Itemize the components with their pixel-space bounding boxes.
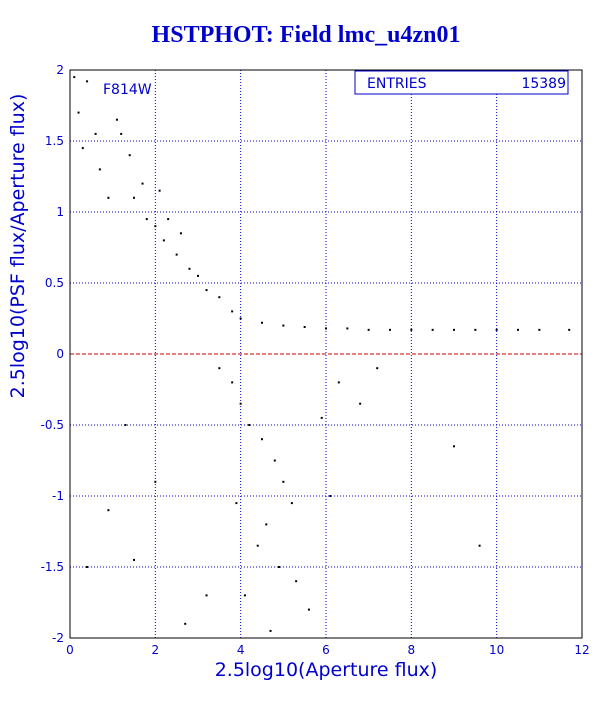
x-tick-label: 4: [237, 643, 245, 657]
data-point: [115, 118, 118, 121]
data-point: [431, 328, 434, 331]
data-point: [453, 328, 455, 331]
data-point: [73, 76, 76, 79]
filter-label: F814W: [103, 82, 152, 98]
data-point: [86, 566, 89, 568]
y-axis-title: 2.5log10(PSF flux/Aperture flux): [7, 94, 29, 399]
data-point: [158, 189, 161, 192]
data-point: [120, 132, 123, 135]
x-tick-label: 6: [322, 643, 330, 657]
x-axis-title: 2.5log10(Aperture flux): [215, 659, 438, 681]
x-tick-label: 2: [152, 643, 160, 657]
data-point: [307, 608, 310, 611]
data-point: [538, 328, 541, 331]
data-point: [273, 459, 276, 462]
data-point: [107, 196, 110, 199]
data-point: [86, 80, 89, 83]
data-point: [568, 328, 571, 331]
data-point: [239, 402, 242, 405]
data-points: [73, 76, 571, 632]
data-point: [410, 328, 413, 331]
data-point: [346, 327, 349, 330]
data-point: [197, 274, 199, 277]
data-point: [218, 367, 221, 370]
data-point: [179, 232, 182, 235]
data-point: [269, 629, 272, 632]
data-point: [367, 328, 370, 331]
y-tick-label: 0.5: [45, 276, 64, 290]
data-point: [231, 381, 234, 384]
data-point: [231, 310, 234, 313]
data-point: [376, 367, 379, 370]
data-point: [107, 509, 110, 512]
data-point: [124, 424, 127, 426]
data-point: [218, 296, 221, 299]
data-point: [145, 218, 148, 221]
data-point: [256, 544, 259, 547]
grid-lines: [70, 70, 582, 638]
data-point: [474, 328, 477, 331]
data-point: [320, 416, 323, 419]
data-point: [295, 580, 298, 583]
data-point: [141, 182, 144, 185]
stats-box: [354, 70, 569, 95]
data-point: [282, 480, 285, 483]
data-point: [167, 218, 170, 221]
data-point: [133, 558, 135, 561]
data-point: [94, 132, 97, 135]
data-point: [261, 321, 263, 324]
data-point: [303, 326, 306, 329]
data-point: [329, 495, 332, 497]
y-tick-label: 1.5: [45, 134, 64, 148]
data-point: [188, 267, 191, 270]
x-tick-label: 12: [574, 643, 589, 657]
data-point: [478, 544, 481, 547]
data-point: [205, 594, 208, 597]
data-point: [162, 239, 165, 242]
data-point: [290, 502, 293, 505]
data-point: [359, 402, 362, 405]
data-point: [98, 168, 101, 171]
y-tick-label: 2: [56, 63, 64, 77]
data-point: [205, 289, 208, 292]
data-point: [517, 328, 519, 331]
stats-entries-label: ENTRIES: [367, 76, 427, 92]
data-point: [282, 324, 285, 327]
y-tick-label: -1: [52, 489, 64, 503]
stats-entries-value: 15389: [521, 76, 566, 92]
data-point: [243, 594, 246, 597]
y-tick-label: -1.5: [41, 560, 64, 574]
plot-frame: [69, 69, 583, 639]
data-point: [133, 196, 135, 199]
data-point: [278, 566, 281, 568]
data-point: [128, 154, 131, 157]
y-tick-label: -2: [52, 631, 64, 645]
y-tick-label: 1: [56, 205, 64, 219]
data-point: [248, 424, 251, 426]
data-point: [154, 225, 157, 228]
data-point: [453, 445, 455, 448]
x-tick-label: 0: [66, 643, 74, 657]
data-point: [81, 147, 84, 150]
data-point: [337, 381, 340, 384]
y-tick-labels: -2 -1.5 -1 -0.5 0 0.5 1 1.5 2: [41, 63, 64, 645]
data-point: [77, 111, 80, 114]
y-tick-label: -0.5: [41, 418, 64, 432]
data-point: [175, 253, 178, 256]
data-point: [389, 328, 391, 331]
data-point: [235, 502, 238, 505]
data-point: [184, 622, 187, 625]
x-tick-label: 8: [408, 643, 416, 657]
x-tick-labels: 0 2 4 6 8 10 12: [66, 643, 589, 657]
data-point: [261, 438, 263, 441]
data-point: [154, 480, 157, 483]
y-tick-label: 0: [56, 347, 64, 361]
data-point: [239, 317, 242, 320]
x-tick-label: 10: [489, 643, 504, 657]
chart-title: HSTPHOT: Field lmc_u4zn01: [151, 22, 461, 48]
data-point: [495, 328, 498, 331]
data-point: [325, 327, 327, 330]
data-point: [265, 523, 268, 526]
